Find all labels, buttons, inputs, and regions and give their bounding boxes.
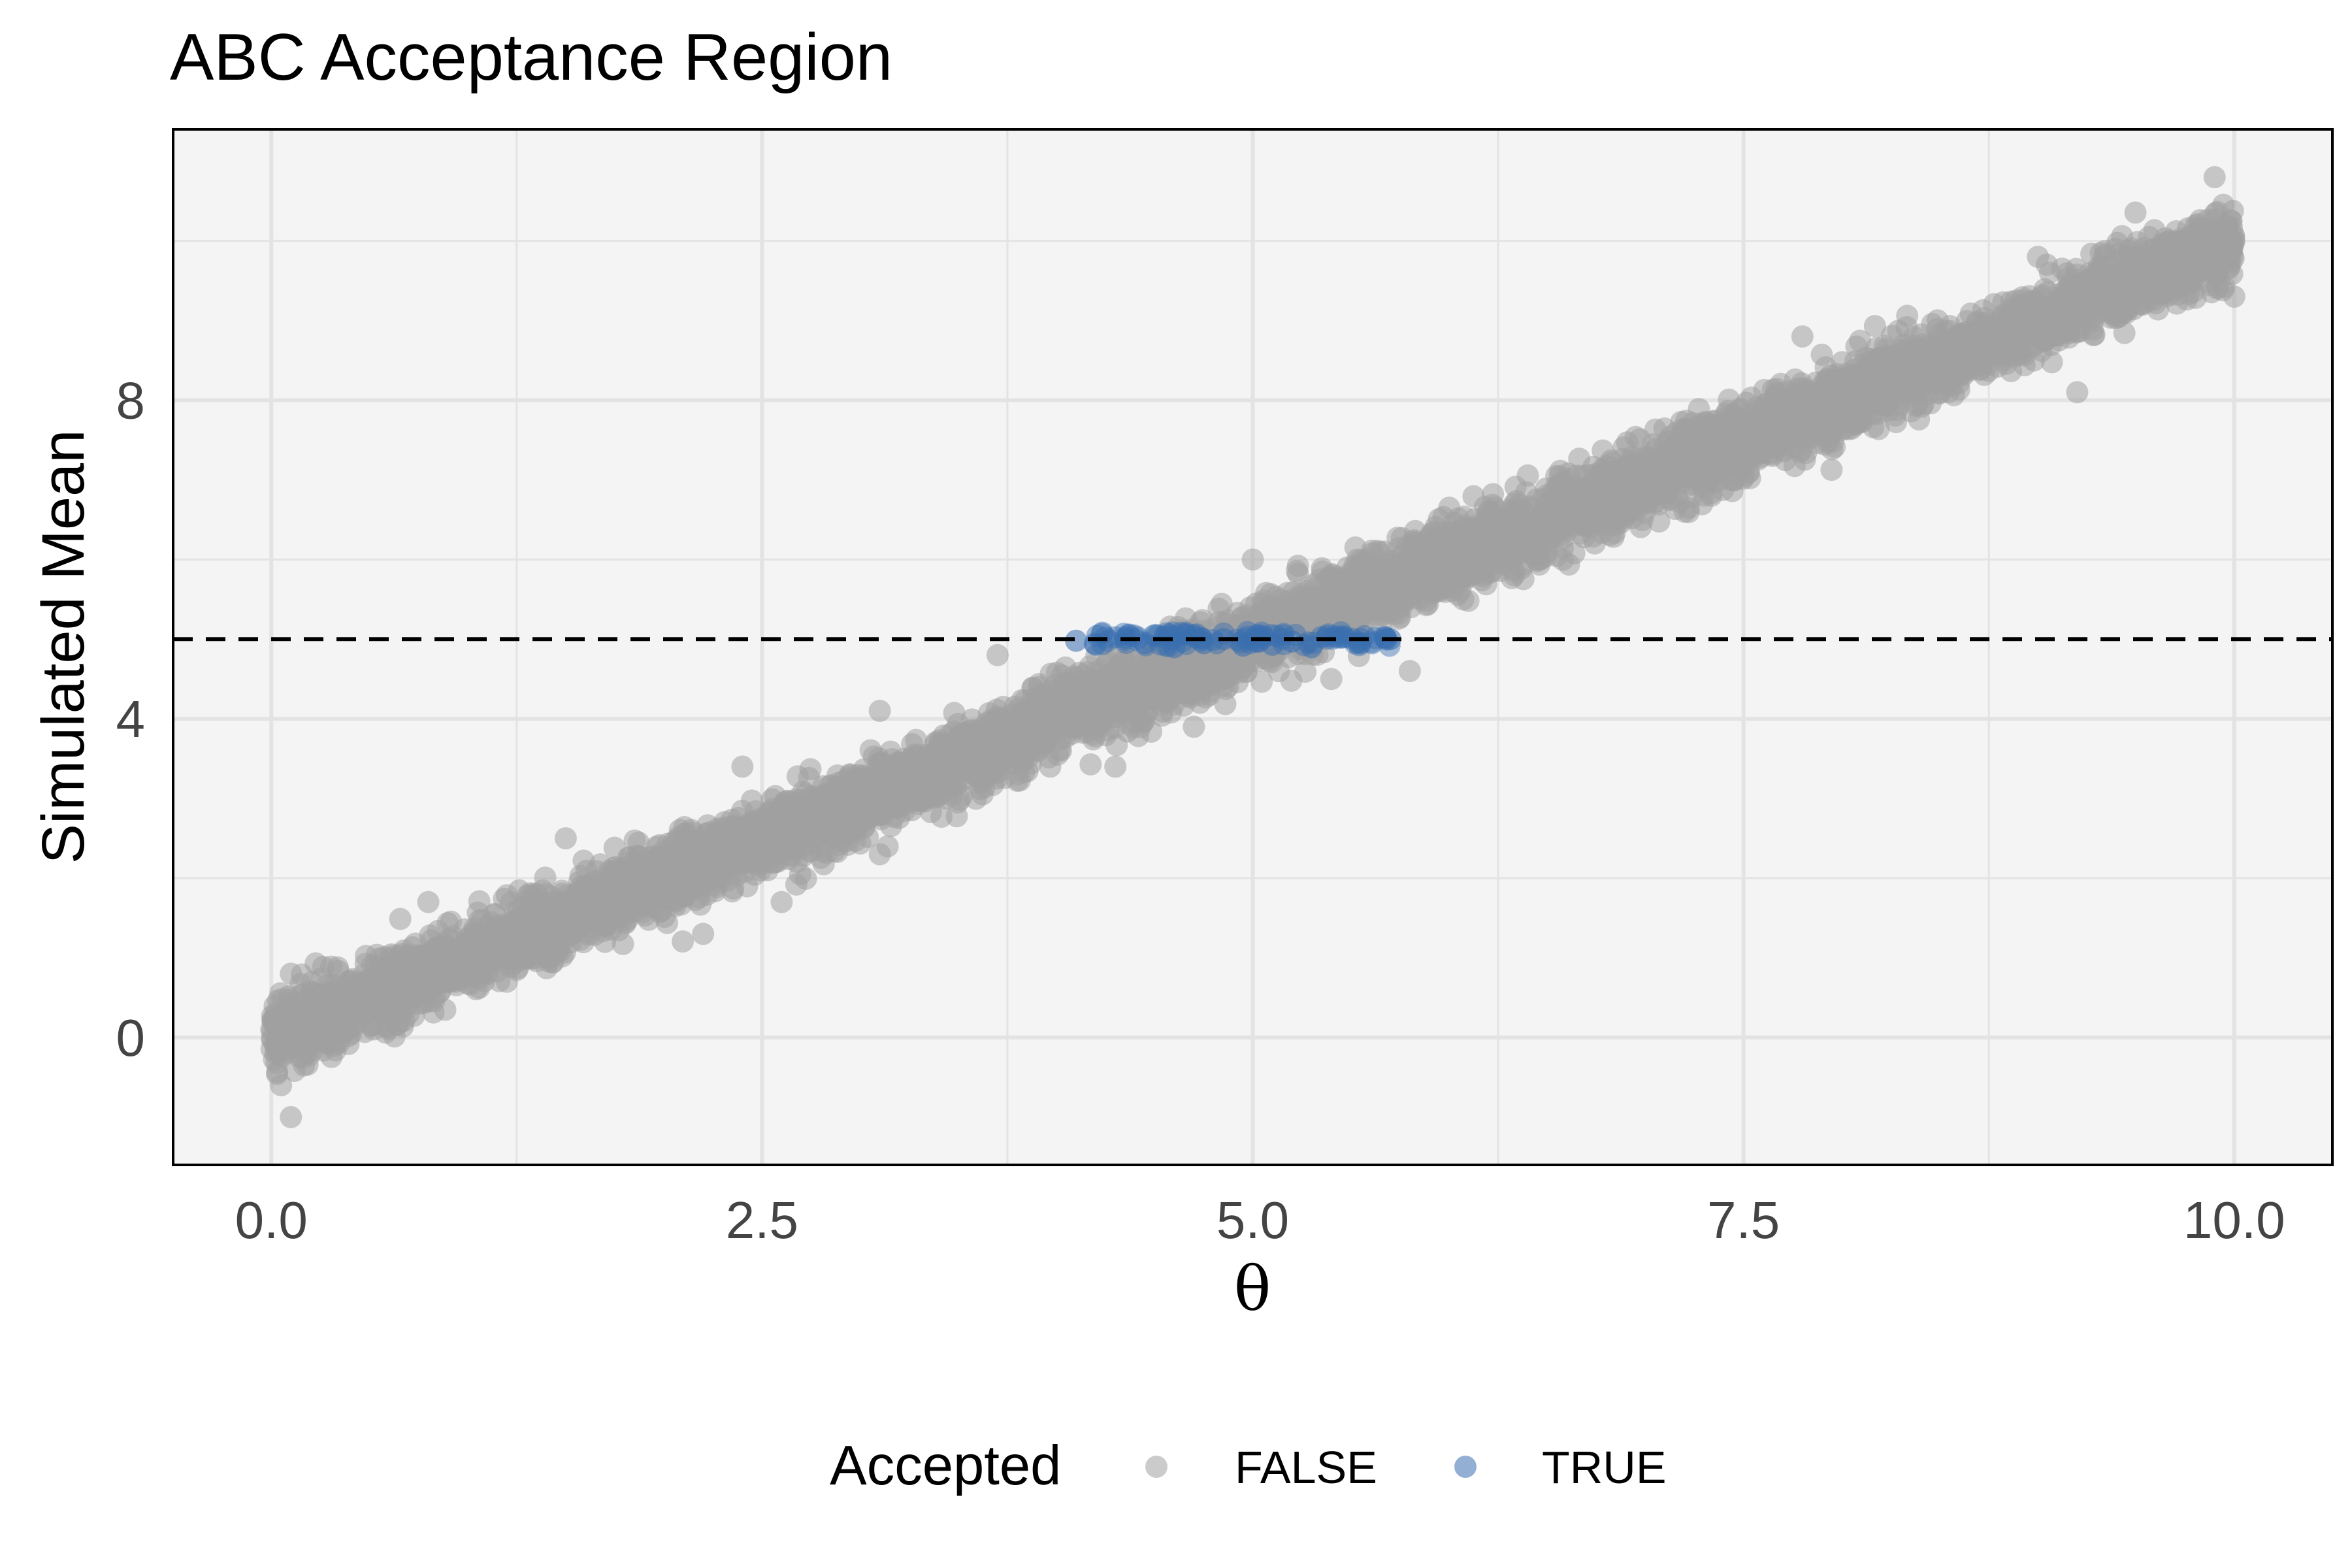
point-false [1820,459,1843,482]
point-false [1867,417,1890,440]
point-false [1462,485,1485,508]
point-false [1276,581,1299,604]
point-false [930,806,953,828]
point-false [794,868,817,890]
point-false [269,982,292,1005]
series-false-points [260,166,2246,1128]
chart-title: ABC Acceptance Region [170,21,892,94]
point-false [2124,201,2147,224]
point-false [672,930,694,953]
point-false [1127,725,1150,747]
point-false [534,866,557,889]
point-false [1504,476,1527,498]
point-false [1512,553,1535,576]
point-false [1079,753,1102,776]
point-false [1784,368,1806,391]
